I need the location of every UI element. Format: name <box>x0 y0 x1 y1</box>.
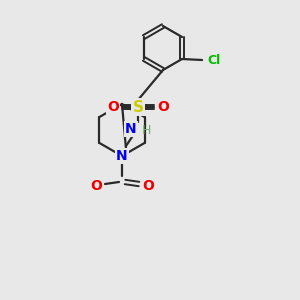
Text: H: H <box>141 124 151 136</box>
Text: Cl: Cl <box>207 55 221 68</box>
Text: S: S <box>133 100 143 115</box>
Text: O: O <box>107 100 119 114</box>
Text: O: O <box>157 100 169 114</box>
Text: N: N <box>116 149 128 163</box>
Text: O: O <box>142 179 154 193</box>
Text: N: N <box>125 122 137 136</box>
Text: O: O <box>90 179 102 193</box>
